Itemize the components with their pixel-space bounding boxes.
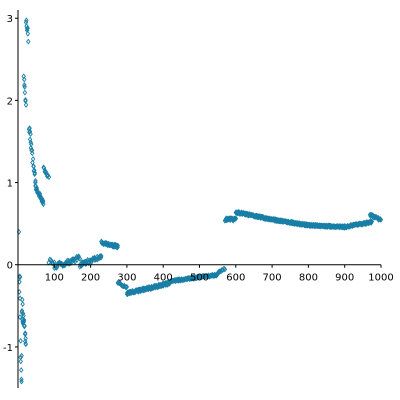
- data-point: [369, 218, 375, 225]
- data-point: [41, 201, 46, 208]
- data-point: [32, 169, 38, 176]
- x-tick-label: 900: [335, 273, 354, 284]
- data-point: [28, 139, 33, 146]
- data-point: [18, 337, 23, 344]
- data-point: [17, 295, 23, 302]
- x-tick-label: 300: [117, 273, 136, 284]
- x-tick-label: 500: [190, 273, 209, 284]
- data-point: [24, 17, 29, 24]
- y-axis-ticks: -1 0 1 2 3: [3, 14, 18, 354]
- y-tick-label: 0: [7, 261, 13, 272]
- x-axis-ticks: 100 200 300 400 500 600 700 800 900 1000: [45, 264, 394, 284]
- data-point: [34, 184, 39, 191]
- data-point: [17, 274, 23, 281]
- data-point: [38, 192, 43, 199]
- x-tick-label: 600: [226, 273, 245, 284]
- y-tick-label: 2: [7, 96, 13, 107]
- x-tick-label: 700: [263, 273, 282, 284]
- data-point: [46, 174, 52, 181]
- data-point: [26, 38, 31, 45]
- data-point: [50, 260, 56, 267]
- data-point: [20, 310, 26, 317]
- data-point: [21, 317, 27, 323]
- data-point: [23, 335, 28, 342]
- data-point: [22, 82, 27, 89]
- y-tick-label: 1: [7, 179, 13, 190]
- y-tick-label: 3: [7, 14, 13, 25]
- data-point: [17, 314, 23, 321]
- data-point: [19, 378, 24, 385]
- data-point: [77, 255, 83, 262]
- data-point: [222, 266, 228, 273]
- data-point: [40, 198, 46, 205]
- data-point: [99, 253, 104, 259]
- data-point: [20, 296, 25, 303]
- data-point: [75, 254, 80, 261]
- data-point: [43, 168, 48, 175]
- data-point: [22, 330, 28, 337]
- data-point: [18, 358, 23, 365]
- data-point: [18, 367, 24, 374]
- data-point: [30, 156, 36, 162]
- data-point: [22, 83, 27, 90]
- x-tick-label: 200: [81, 273, 100, 284]
- y-tick-label: -1: [3, 343, 13, 354]
- data-point: [23, 101, 29, 108]
- data-point: [28, 131, 33, 137]
- data-point: [27, 128, 33, 135]
- x-tick-label: 1000: [368, 273, 393, 284]
- data-point: [23, 341, 29, 348]
- data-point: [30, 150, 35, 157]
- data-point: [233, 215, 239, 222]
- data-point: [29, 147, 35, 154]
- data-points: [16, 17, 384, 385]
- data-point: [47, 256, 53, 263]
- x-tick-label: 800: [299, 273, 318, 284]
- x-tick-label: 400: [154, 273, 173, 284]
- data-point: [22, 76, 27, 83]
- data-point: [25, 25, 30, 32]
- data-point: [120, 283, 125, 289]
- data-point: [65, 257, 70, 264]
- data-point: [22, 322, 27, 329]
- data-point: [378, 216, 384, 223]
- data-point: [115, 242, 120, 249]
- data-point: [29, 141, 34, 148]
- data-point: [20, 301, 25, 308]
- data-point: [124, 283, 130, 290]
- x-tick-label: 100: [45, 273, 64, 284]
- data-point: [25, 30, 31, 37]
- data-point: [19, 376, 24, 383]
- data-point: [220, 267, 226, 273]
- data-point: [23, 97, 28, 103]
- data-point: [22, 89, 28, 96]
- data-point: [19, 352, 24, 359]
